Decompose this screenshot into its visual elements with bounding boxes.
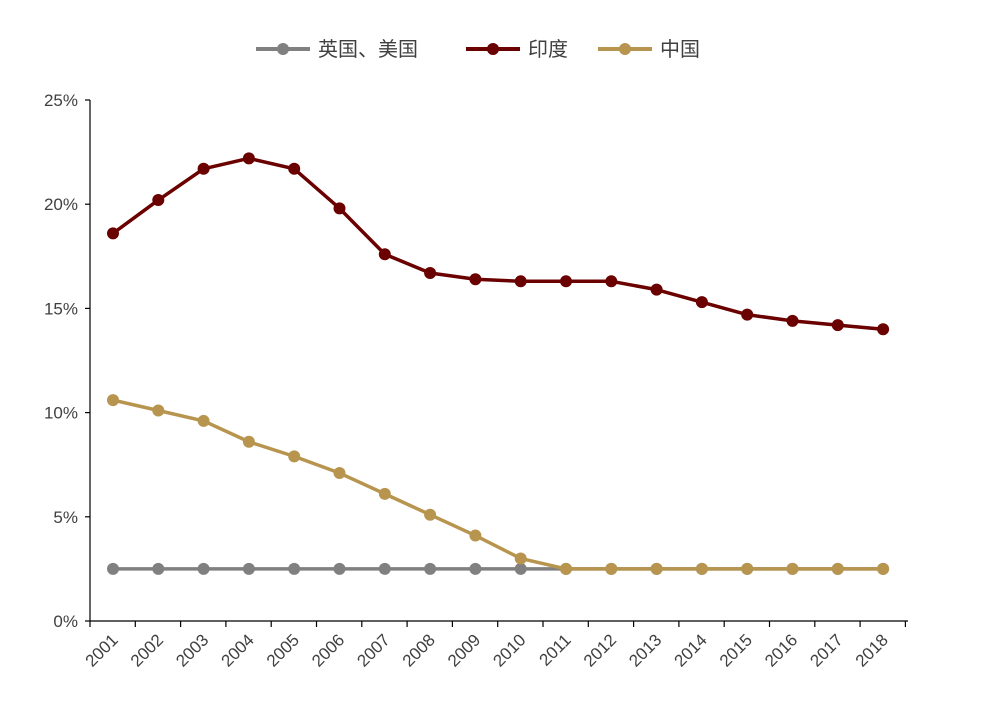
data-point [424, 562, 437, 575]
data-point [514, 275, 527, 288]
data-point [288, 450, 301, 463]
series-line [111, 156, 884, 331]
data-point [786, 562, 799, 575]
data-point [877, 562, 890, 575]
x-tick-label: 2002 [127, 630, 167, 670]
data-point [650, 283, 663, 296]
data-point [877, 323, 890, 336]
legend-swatch-marker [487, 43, 499, 55]
series-2 [107, 394, 890, 575]
data-point [333, 202, 346, 215]
data-point [333, 562, 346, 575]
data-point [107, 562, 119, 575]
data-point [469, 273, 482, 286]
x-tick-label: 2005 [263, 630, 303, 670]
data-point [288, 162, 301, 175]
x-tick-label: 2017 [806, 630, 846, 670]
data-point [605, 562, 618, 575]
x-tick-label: 2010 [489, 630, 529, 670]
data-point [197, 414, 210, 427]
legend-swatch-marker [277, 43, 289, 55]
data-point [695, 562, 708, 575]
data-point [152, 562, 165, 575]
axes: 0% 5% 10% 15% 20% 25% 2001 2002 2003 2004 2005 2006… [44, 91, 908, 671]
data-point [152, 404, 165, 417]
y-tick-label: 15% [44, 299, 78, 318]
x-tick-label: 2015 [716, 630, 756, 670]
legend-item-2: 中国 [598, 37, 700, 61]
data-point [514, 552, 527, 565]
data-point [424, 508, 437, 521]
legend-label: 印度 [528, 37, 568, 61]
data-point [378, 487, 391, 500]
x-tick-label: 2006 [308, 630, 348, 670]
series-group [107, 152, 890, 575]
data-point [152, 194, 165, 207]
data-point [424, 266, 437, 279]
x-tick-label: 2016 [761, 630, 801, 670]
data-point [831, 319, 844, 332]
data-point [514, 562, 527, 575]
data-point [831, 562, 844, 575]
data-point [650, 562, 663, 575]
x-tick-label: 2018 [852, 630, 892, 670]
legend-swatch-marker [619, 43, 631, 55]
y-tick-label: 25% [44, 91, 78, 110]
data-point [469, 562, 482, 575]
y-tick-label: 0% [53, 612, 78, 631]
data-point [741, 308, 754, 321]
data-point [469, 529, 482, 542]
data-point [107, 394, 119, 407]
y-tick-label: 10% [44, 404, 78, 423]
data-point [288, 562, 301, 575]
data-point [242, 435, 255, 448]
data-point [107, 227, 119, 240]
legend-label: 中国 [660, 37, 700, 61]
data-point [786, 314, 799, 327]
data-point [333, 467, 346, 480]
series-1 [107, 152, 890, 336]
data-point [378, 562, 391, 575]
data-point [378, 248, 391, 261]
legend-label: 英国、美国 [318, 37, 418, 61]
data-point [695, 296, 708, 309]
x-tick-label: 2007 [353, 630, 393, 670]
x-tick-label: 2008 [399, 630, 439, 670]
data-point [242, 562, 255, 575]
legend: 英国、美国 印度 中国 [256, 37, 700, 61]
legend-item-1: 印度 [466, 37, 568, 61]
data-point [741, 562, 754, 575]
data-point [560, 562, 572, 575]
x-tick-label: 2013 [625, 630, 665, 670]
legend-item-0: 英国、美国 [256, 37, 418, 61]
data-point [605, 275, 618, 288]
x-tick-label: 2011 [536, 630, 575, 669]
data-point [560, 275, 572, 288]
data-point [197, 162, 210, 175]
x-tick-label: 2004 [218, 630, 258, 670]
y-tick-label: 20% [44, 195, 78, 214]
x-tick-label: 2014 [671, 630, 711, 670]
series-line [112, 398, 884, 571]
x-tick-label: 2003 [172, 630, 212, 670]
x-tick-label: 2012 [580, 630, 620, 670]
y-tick-label: 5% [53, 508, 78, 527]
data-point [242, 152, 255, 165]
data-point [197, 562, 210, 575]
x-tick-label: 2009 [444, 630, 484, 670]
x-tick-label: 2001 [82, 630, 122, 670]
